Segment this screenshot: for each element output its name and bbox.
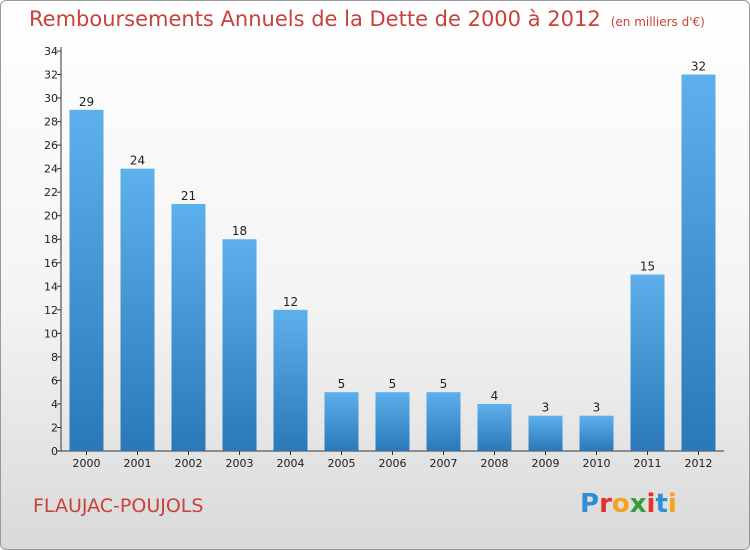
data-label: 18	[232, 224, 247, 238]
bar	[222, 239, 257, 451]
y-tick-label: 18	[44, 233, 58, 246]
x-tick-label: 2011	[634, 457, 662, 470]
x-tick-label: 2003	[226, 457, 254, 470]
logo-letter: t	[655, 489, 668, 519]
y-tick-label: 22	[44, 186, 58, 199]
bar	[681, 74, 716, 451]
x-tick-label: 2001	[124, 457, 152, 470]
bar	[69, 109, 104, 451]
x-tick-label: 2006	[379, 457, 407, 470]
y-tick-label: 30	[44, 92, 58, 105]
x-tick-label: 2010	[583, 457, 611, 470]
y-tick-label: 26	[44, 139, 58, 152]
bar	[324, 392, 359, 451]
y-tick-label: 34	[44, 45, 58, 58]
commune-name: FLAUJAC-POUJOLS	[33, 495, 204, 517]
logo-letter: i	[667, 489, 677, 519]
x-tick-label: 2000	[73, 457, 101, 470]
bar	[477, 403, 512, 451]
y-tick-label: 6	[51, 374, 58, 387]
bar	[375, 392, 410, 451]
y-tick-label: 2	[51, 421, 58, 434]
y-tick-label: 16	[44, 257, 58, 270]
title-text: Remboursements Annuels de la Dette de 20…	[29, 7, 601, 31]
bar	[426, 392, 461, 451]
logo-letter: P	[580, 489, 600, 519]
bar	[273, 309, 308, 451]
logo-letter: x	[629, 489, 647, 519]
y-tick-label: 24	[44, 163, 58, 176]
x-tick-label: 2004	[277, 457, 305, 470]
data-label: 29	[79, 95, 94, 109]
y-tick-label: 0	[51, 445, 58, 458]
logo-letter: i	[646, 489, 656, 519]
data-label: 4	[491, 389, 499, 403]
y-tick-label: 8	[51, 351, 58, 364]
y-tick-label: 4	[51, 398, 58, 411]
x-tick-label: 2012	[685, 457, 713, 470]
data-label: 3	[542, 401, 550, 415]
data-label: 21	[181, 189, 196, 203]
bar	[630, 274, 665, 451]
y-tick-label: 10	[44, 327, 58, 340]
logo-letter: r	[599, 489, 612, 519]
bar	[171, 203, 206, 451]
x-tick-label: 2005	[328, 457, 356, 470]
data-label: 24	[130, 154, 145, 168]
data-label: 12	[283, 295, 298, 309]
proxiti-logo: Proxiti	[580, 489, 677, 519]
bar	[120, 168, 155, 451]
title-unit: (en milliers d'€)	[610, 15, 705, 29]
y-tick-label: 20	[44, 210, 58, 223]
y-tick-label: 12	[44, 304, 58, 317]
y-tick-label: 32	[44, 69, 58, 82]
bar	[579, 415, 614, 451]
logo-letter: o	[611, 489, 630, 519]
x-tick-label: 2007	[430, 457, 458, 470]
x-tick-label: 2002	[175, 457, 203, 470]
data-label: 15	[640, 260, 655, 274]
data-label: 5	[389, 377, 397, 391]
data-label: 3	[593, 401, 601, 415]
x-tick-label: 2008	[481, 457, 509, 470]
bar	[528, 415, 563, 451]
data-label: 5	[338, 377, 346, 391]
x-tick-label: 2009	[532, 457, 560, 470]
y-tick-label: 28	[44, 116, 58, 129]
data-label: 5	[440, 377, 448, 391]
y-tick-label: 14	[44, 280, 58, 293]
data-label: 32	[691, 60, 706, 74]
chart-title: Remboursements Annuels de la Dette de 20…	[29, 7, 705, 31]
